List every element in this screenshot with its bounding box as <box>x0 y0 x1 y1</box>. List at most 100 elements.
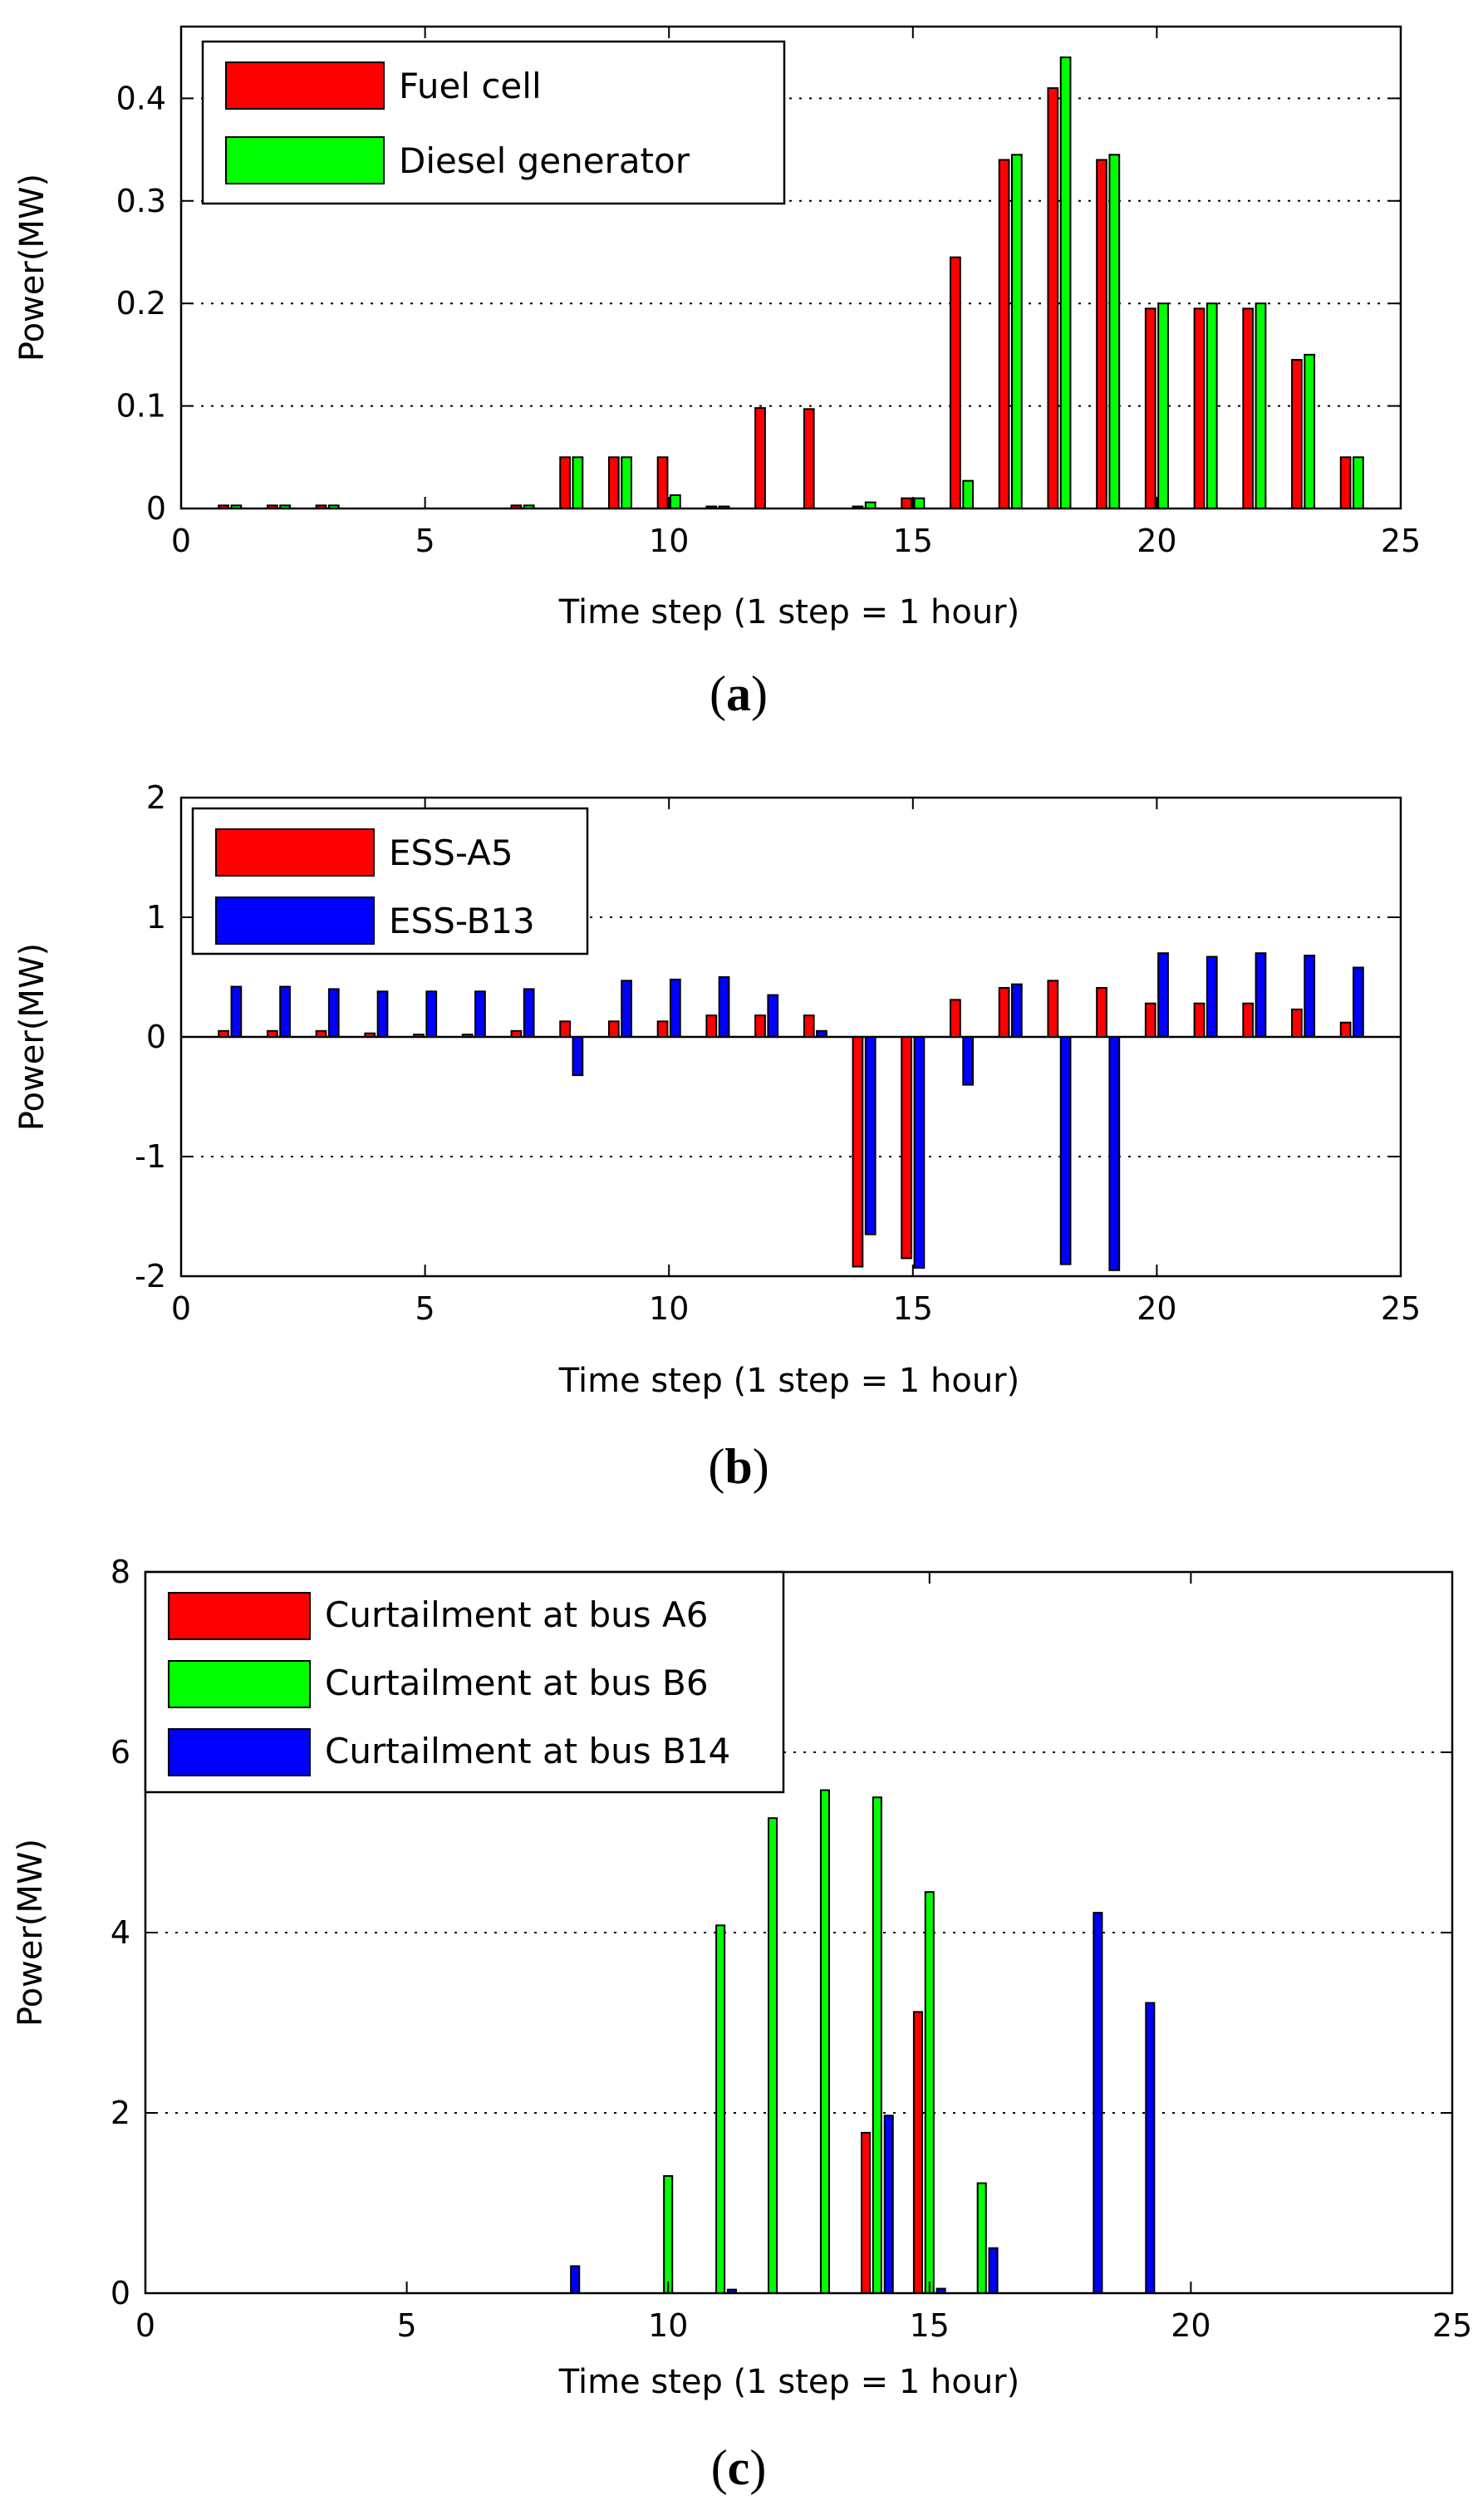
bar-ess-b13 <box>767 994 779 1038</box>
bar-ess-a5 <box>852 1036 864 1268</box>
legend-swatch <box>225 136 385 184</box>
bar-fuel-cell <box>1242 307 1255 509</box>
bar-ess-a5 <box>1193 1002 1205 1039</box>
bar-ess-b13 <box>1157 952 1169 1038</box>
x-tick-label: 20 <box>1137 523 1176 559</box>
bar-ess-a5 <box>218 1029 229 1039</box>
bar-ess-a5 <box>1339 1021 1352 1038</box>
y-tick-label: 0.1 <box>116 388 166 425</box>
bar-fuel-cell <box>950 256 961 509</box>
bar-diesel-generator <box>572 456 584 509</box>
bar-ess-a5 <box>559 1020 571 1039</box>
bar-fuel-cell <box>1144 307 1156 509</box>
axes-frame <box>179 25 1402 510</box>
bar-fuel-cell <box>607 456 620 509</box>
x-tick-label: 20 <box>1171 2307 1210 2344</box>
bar-fuel-cell <box>754 407 766 510</box>
bar-ess-a5 <box>1144 1002 1156 1039</box>
bar-curtailment-at-bus-a6 <box>861 2131 872 2295</box>
bar-ess-b13 <box>718 976 730 1038</box>
bar-diesel-generator <box>913 497 926 509</box>
bar-ess-b13 <box>962 1036 975 1086</box>
bar-ess-a5 <box>656 1020 669 1039</box>
bar-diesel-generator <box>962 479 975 509</box>
x-tick-label: 15 <box>893 1290 933 1327</box>
bar-curtailment-at-bus-b14 <box>988 2247 999 2294</box>
bar-ess-b13 <box>230 985 243 1039</box>
y-axis-label: Power(MW) <box>13 943 52 1131</box>
y-tick-label: 6 <box>110 1734 130 1771</box>
y-tick-label: 0.3 <box>116 183 166 219</box>
x-tick-label: 25 <box>1432 2307 1472 2344</box>
y-tick-label: 0.4 <box>116 80 166 116</box>
bar-ess-b13 <box>864 1036 876 1235</box>
x-tick-label: 0 <box>171 1290 191 1327</box>
bar-diesel-generator <box>1059 56 1072 509</box>
panel-label: (b) <box>708 1439 768 1494</box>
bar-ess-a5 <box>1242 1002 1255 1039</box>
x-tick-label: 5 <box>415 1290 435 1327</box>
chart-panel-b: 0 5 10 15 20 25 -2 -1 0 1 2 Time step (1 step = 1 h… <box>13 779 1421 1494</box>
y-tick-label: 2 <box>110 2095 130 2131</box>
x-tick-label: 0 <box>171 523 191 559</box>
bar-ess-b13 <box>1059 1036 1072 1265</box>
bar-ess-b13 <box>816 1029 827 1039</box>
bar-ess-a5 <box>266 1029 278 1039</box>
y-tick-label: 1 <box>146 899 166 936</box>
x-tick-label: 10 <box>648 2307 688 2344</box>
bar-ess-b13 <box>1353 966 1364 1038</box>
bar-diesel-generator <box>1011 154 1023 510</box>
x-tick-label: 10 <box>649 523 689 559</box>
y-tick-label: -1 <box>135 1138 166 1175</box>
bar-curtailment-at-bus-b6 <box>715 1924 726 2295</box>
bar-ess-a5 <box>364 1032 376 1039</box>
bar-curtailment-at-bus-b14 <box>883 2115 894 2294</box>
legend-label: ESS-B13 <box>389 901 535 941</box>
legend-swatch <box>215 828 375 877</box>
bar-curtailment-at-bus-b14 <box>570 2265 581 2294</box>
bar-fuel-cell <box>1096 159 1107 509</box>
bar-fuel-cell <box>1339 456 1352 509</box>
panel-label: (c) <box>711 2440 767 2495</box>
bar-ess-b13 <box>1108 1036 1121 1271</box>
legend-label: ESS-A5 <box>389 833 513 873</box>
bar-curtailment-at-bus-b14 <box>1093 1912 1103 2294</box>
y-axis-label: Power(MW) <box>13 174 52 361</box>
bar-ess-a5 <box>413 1034 425 1038</box>
x-tick-label: 0 <box>135 2307 155 2344</box>
legend-swatch <box>168 1728 311 1776</box>
legend: Fuel cell Diesel generator <box>201 40 786 205</box>
chart-panel-a: 0 5 10 15 20 25 0 0.1 0.2 0.3 0.4 Time step (1 step… <box>13 25 1421 721</box>
bar-ess-a5 <box>607 1020 620 1039</box>
x-tick-label: 15 <box>910 2307 950 2344</box>
y-tick-label: 4 <box>110 1914 130 1951</box>
bar-fuel-cell <box>803 408 815 510</box>
bar-curtailment-at-bus-a6 <box>912 2011 923 2294</box>
bar-ess-b13 <box>1011 983 1023 1039</box>
bar-curtailment-at-bus-b6 <box>976 2182 987 2294</box>
bar-ess-b13 <box>474 990 486 1039</box>
bar-curtailment-at-bus-b14 <box>1145 2002 1156 2294</box>
x-axis-label: Time step (1 step = 1 hour) <box>558 1362 1019 1400</box>
legend-swatch <box>168 1660 311 1708</box>
bar-diesel-generator <box>1304 353 1316 509</box>
y-tick-label: 0 <box>146 490 166 527</box>
bar-ess-a5 <box>461 1034 474 1038</box>
y-axis-label: Power(MW) <box>12 1839 50 2026</box>
panel-label: (a) <box>710 666 768 721</box>
x-tick-label: 20 <box>1137 1290 1176 1327</box>
bar-diesel-generator <box>1205 302 1218 510</box>
bar-ess-a5 <box>998 986 1010 1038</box>
bar-ess-b13 <box>327 988 340 1039</box>
bar-ess-a5 <box>901 1036 913 1260</box>
bar-ess-b13 <box>1205 955 1218 1039</box>
x-tick-label: 15 <box>893 523 933 559</box>
x-tick-label: 10 <box>649 1290 689 1327</box>
bar-fuel-cell <box>998 159 1010 509</box>
bar-ess-a5 <box>1096 986 1107 1038</box>
bar-ess-a5 <box>754 1014 766 1038</box>
bar-diesel-generator <box>1255 302 1267 510</box>
y-tick-label: 2 <box>146 779 166 816</box>
bar-ess-b13 <box>572 1036 584 1077</box>
x-tick-label: 25 <box>1381 1290 1421 1327</box>
